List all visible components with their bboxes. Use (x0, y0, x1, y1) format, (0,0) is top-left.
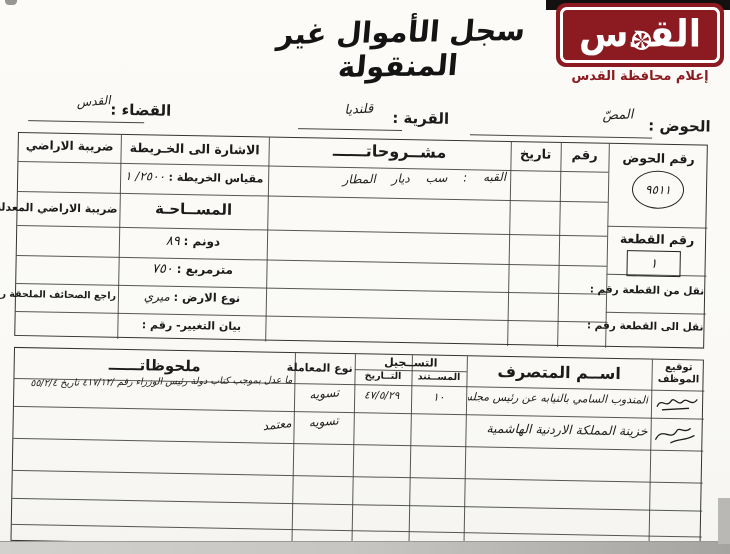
registration-date-column-header: التــاريخ (364, 370, 402, 383)
area-title: المســاحـة (154, 199, 233, 219)
basin-number-circle: ٩٥١١ (631, 170, 685, 210)
transactions-table: توقيع الموظف اســم المتصرف التســجيل الم… (10, 346, 705, 554)
document-column-header: المســتند (417, 371, 461, 384)
basin-number-value: ٩٥١١ (644, 182, 672, 197)
remarks-entry: ما عدل بموجب كتاب دولة رئيس الوزراء رقم … (30, 374, 293, 390)
owner-column-header: اســم المتصرف (497, 361, 621, 384)
village-field-value: قلنديا (344, 101, 374, 118)
basin-field-label: الحوض : (648, 116, 711, 136)
village-field-line (298, 128, 403, 132)
registration-column-header: التســجيل (384, 355, 438, 370)
divider-line (15, 310, 606, 323)
transaction-entry: تسويه (308, 385, 340, 402)
divider-line (16, 254, 607, 267)
owner-entry: خزينة المملكة الاردنية الهاشمية (486, 420, 648, 439)
signature-mark (652, 424, 698, 449)
sqm-label: مترمربع : (176, 261, 234, 277)
land-type-label: نوع الارض : (173, 289, 241, 306)
basin-field-line (469, 134, 652, 139)
transfer-to-label: نقل الى القطعة رقم : (586, 319, 704, 334)
parcel-number-box: ١ (626, 250, 681, 278)
page-title: سجل الأموال غير المنقولة (275, 12, 527, 84)
dunum-label: دونم : (183, 234, 221, 249)
registration-date-entry: ٤٧/٥/٢٩ (363, 389, 400, 402)
village-field-label: القرية : (392, 108, 450, 128)
divider-line (12, 497, 703, 512)
transaction-entry: تسويه (308, 413, 340, 430)
map-scale-value: ٢٥٠٠/ ١ (124, 168, 166, 184)
document-entry: ١٠ (432, 390, 445, 404)
divider-line (265, 137, 270, 342)
district-field-label: القضاء : (110, 100, 172, 120)
district-field-line (28, 120, 145, 124)
notes-entry: القبه : سب ديار المطار (342, 169, 507, 187)
transaction-column-header: نوع المعاملة (286, 360, 353, 376)
divider-line (507, 141, 512, 346)
transfer-from-label: نقل من القطعة رقم : (589, 283, 705, 298)
alquds-logo: القدس (556, 3, 724, 67)
parcel-number-value: ١ (650, 256, 658, 272)
signature-column-header: توقيع الموظف (657, 361, 700, 386)
change-statement-label: بيان التغيير- رقم : (141, 318, 242, 334)
attached-sheets-label: راجع الصحائف الملحقة رقم : (0, 288, 117, 302)
district-field-value: القدس (76, 93, 111, 110)
land-type-value: ميري (143, 289, 171, 304)
divider-line (17, 224, 608, 237)
scan-bottom-edge (0, 541, 730, 542)
remarks-column-header: ملحوظاتــــــ (108, 355, 201, 376)
divider-line (607, 225, 708, 229)
parcel-info-table: ضريبة الاراضي الاشارة الى الخـريطة مقياس… (0, 131, 708, 349)
divider-line (11, 523, 702, 538)
alquds-logo-frame: القدس (560, 7, 720, 63)
map-scale-label: مقياس الخريطة : (168, 170, 264, 186)
basin-number-label: رقم الحوض (622, 150, 695, 167)
divider-line (13, 405, 704, 420)
scan-speck (5, 0, 17, 5)
land-tax-header: ضريبة الاراضي (25, 138, 114, 154)
divider-line (13, 437, 704, 452)
parcel-number-label: رقم القطعة (619, 231, 695, 248)
number-column-header: رقم (571, 148, 598, 164)
adjusted-land-tax-label: ضريبة الاراضي المعدلة (0, 200, 118, 216)
camera-aperture-icon (632, 31, 651, 50)
dunum-value: ٨٩ (165, 233, 180, 249)
date-column-header: تاريخ (519, 147, 552, 163)
map-reference-header: الاشارة الى الخـريطة (129, 140, 260, 158)
signature-mark (655, 394, 699, 415)
scan-bottom-band (0, 542, 730, 554)
divider-line (17, 190, 608, 203)
divider-line (605, 311, 706, 315)
divider-line (12, 469, 703, 484)
remarks-entry: معتمد (261, 415, 293, 434)
notes-column-header: مشــروحاتــــــ (332, 140, 447, 162)
divider-line (557, 142, 562, 347)
owner-entry: المندوب السامي بالنيابه عن رئيس مجلس الط… (468, 390, 649, 407)
sqm-value: ٧٥٠ (151, 261, 173, 277)
divider-line (18, 160, 609, 173)
logo-tagline: إعلام محافظة القدس (571, 69, 709, 84)
basin-field-value: المصّ (602, 107, 634, 124)
scan-corner-shadow (718, 498, 730, 544)
